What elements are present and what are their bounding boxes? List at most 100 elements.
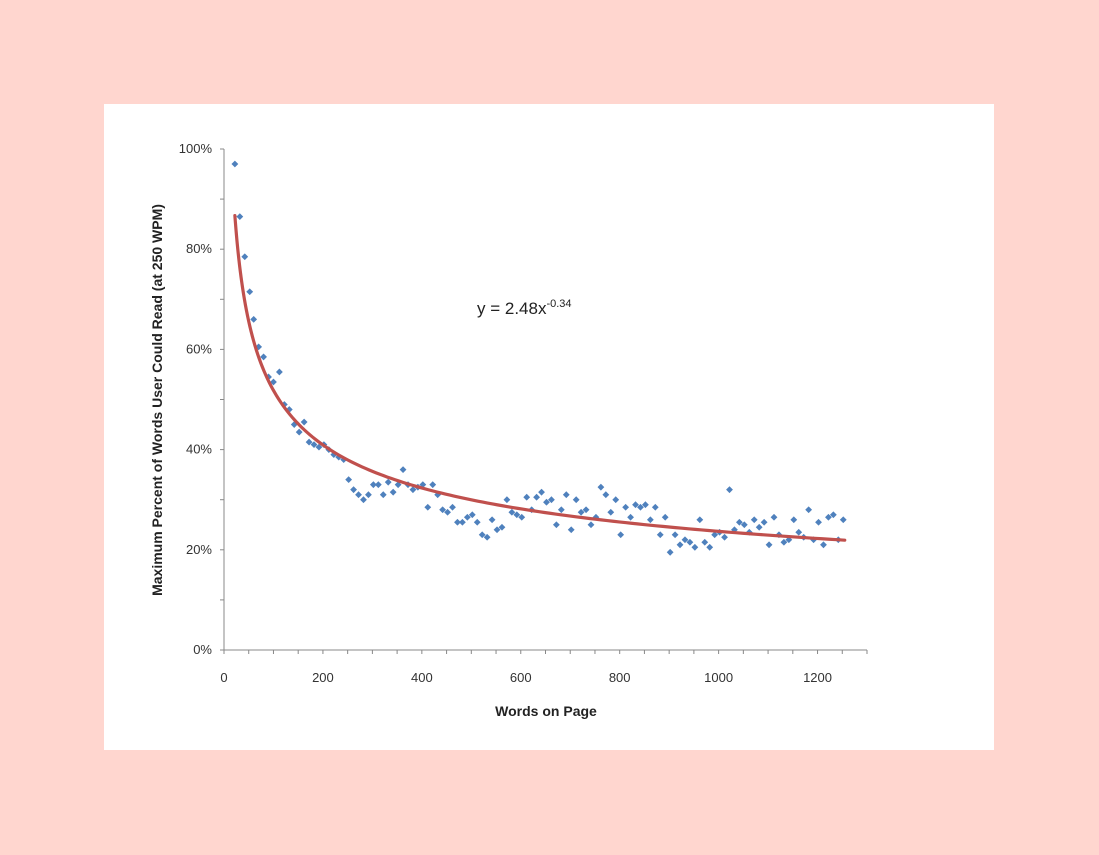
data-point — [241, 253, 249, 261]
data-point — [661, 513, 669, 521]
data-point — [473, 518, 481, 526]
trendline — [233, 214, 847, 542]
data-point — [632, 501, 639, 509]
data-point — [755, 523, 763, 531]
data-point — [597, 483, 605, 491]
equation-base: y = 2.48x — [477, 299, 547, 318]
data-point — [384, 478, 392, 486]
data-point — [686, 538, 694, 546]
data-point — [498, 523, 506, 531]
data-point — [666, 548, 674, 556]
data-point — [617, 531, 625, 539]
data-point — [656, 531, 664, 539]
data-point — [478, 531, 486, 539]
equation-exponent: -0.34 — [546, 298, 571, 310]
data-point — [355, 491, 362, 499]
data-point — [735, 518, 743, 526]
data-point — [488, 516, 496, 524]
data-point — [607, 508, 615, 516]
data-point — [548, 496, 555, 504]
data-point — [429, 481, 437, 489]
chart-card: 0% 20% 40% 60% 80% 100% 0 200 400 600 800 1000 1200 … — [104, 104, 994, 750]
data-point — [483, 533, 491, 541]
data-point — [231, 160, 239, 168]
data-point — [305, 438, 313, 446]
data-point — [815, 518, 822, 526]
data-point — [671, 531, 679, 539]
data-point — [622, 503, 630, 511]
data-point — [394, 481, 402, 489]
data-point — [587, 521, 595, 529]
data-point — [360, 496, 367, 504]
data-point — [538, 488, 545, 496]
data-point — [270, 378, 277, 386]
y-tick-label: 40% — [186, 442, 212, 457]
scatter-chart: 0%20%40%60%80%100%0 200 400 600 800 1000 1200 … — [149, 141, 868, 719]
y-axis-title: Maximum Percent of Words User Could Read… — [149, 204, 165, 596]
data-point — [260, 353, 267, 361]
trendline-equation: y = 2.48x-0.34 — [477, 298, 572, 318]
data-point — [711, 531, 719, 539]
data-point — [454, 518, 461, 526]
data-point — [562, 491, 570, 499]
data-point — [345, 476, 353, 484]
tick-labels: 0% 20% 40% 60% 80% 100% 0 200 400 600 800 1000 1200 — [179, 141, 832, 685]
trendline-layer — [233, 214, 847, 542]
data-point — [706, 543, 714, 551]
data-point — [552, 521, 560, 529]
data-point — [780, 538, 788, 546]
data-point — [365, 491, 372, 499]
y-tick-label: 20% — [186, 542, 212, 557]
data-point — [285, 406, 293, 413]
data-point — [577, 508, 585, 516]
data-point — [463, 513, 471, 521]
x-tick-label: 1000 — [704, 670, 733, 685]
data-point — [250, 315, 258, 323]
data-point — [790, 516, 798, 524]
data-point — [805, 506, 813, 514]
data-point — [582, 506, 590, 514]
data-point — [637, 503, 644, 511]
data-point — [602, 491, 610, 499]
y-tick-label: 100% — [179, 141, 213, 156]
x-tick-label: 200 — [312, 670, 334, 685]
data-point — [646, 516, 654, 524]
data-point — [275, 368, 283, 376]
data-point — [374, 481, 382, 489]
data-point — [444, 508, 451, 516]
axes — [220, 148, 868, 654]
data-point — [439, 506, 447, 514]
data-point — [642, 501, 649, 509]
data-point — [696, 516, 704, 524]
data-point — [572, 496, 580, 504]
data-point — [295, 428, 303, 436]
x-axis-title: Words on Page — [495, 703, 597, 719]
data-point — [612, 496, 620, 504]
x-tick-label: 800 — [609, 670, 631, 685]
x-tick-label: 0 — [220, 670, 227, 685]
data-point — [300, 418, 308, 426]
data-point — [750, 516, 758, 524]
data-point — [820, 541, 827, 549]
data-point — [518, 513, 526, 521]
data-point — [839, 516, 847, 524]
data-point — [795, 528, 803, 536]
data-point — [379, 491, 387, 499]
data-point — [503, 496, 511, 504]
data-point — [721, 533, 728, 541]
data-point — [533, 493, 540, 501]
data-point — [369, 481, 377, 489]
data-point — [557, 506, 565, 514]
data-point — [691, 543, 699, 551]
data-point — [399, 466, 407, 474]
y-tick-label: 0% — [193, 642, 212, 657]
data-point — [760, 518, 768, 526]
data-point — [701, 538, 709, 546]
data-point — [676, 541, 684, 549]
x-tick-label: 1200 — [803, 670, 832, 685]
data-point — [681, 536, 689, 544]
data-point — [449, 503, 456, 511]
data-point — [627, 513, 634, 521]
data-point — [770, 513, 778, 521]
